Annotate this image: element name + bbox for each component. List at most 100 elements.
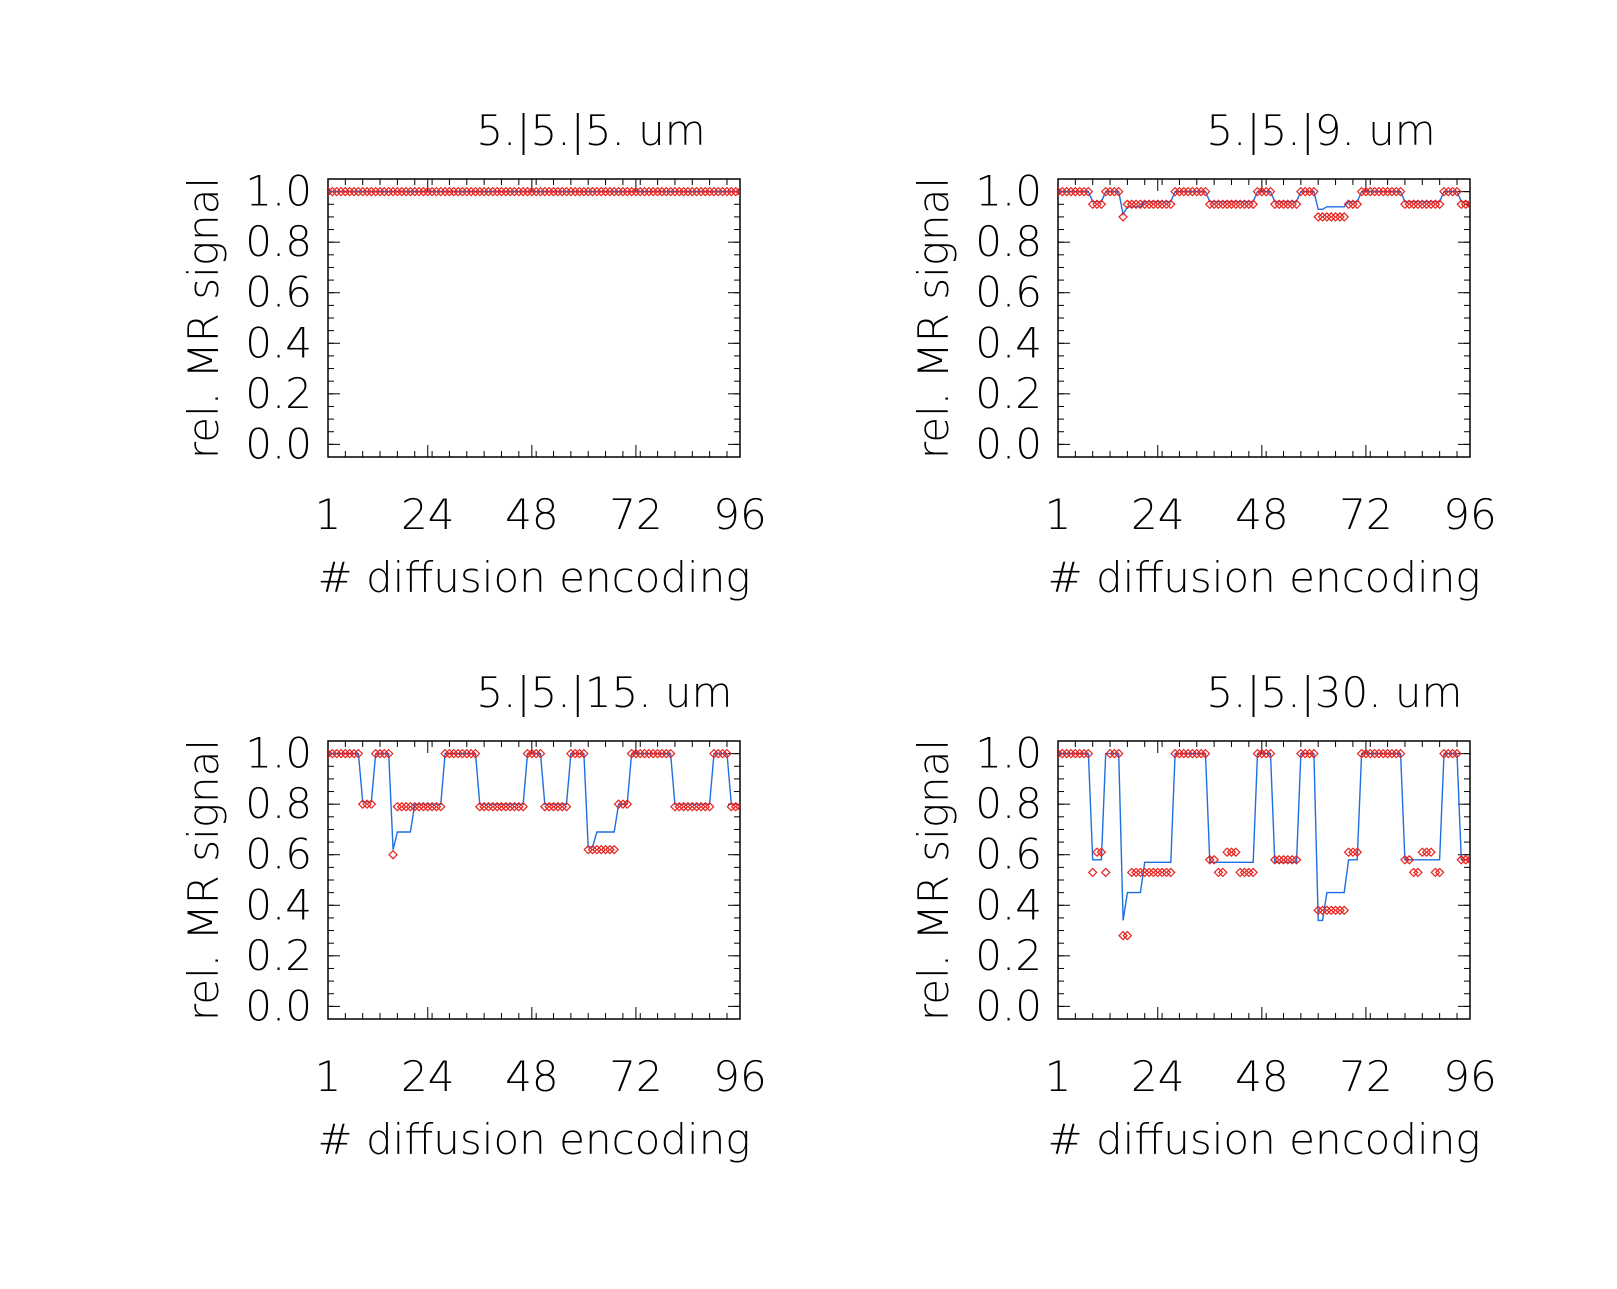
plot-area [328, 748, 740, 860]
ticks [327, 741, 741, 1019]
measured-point [1378, 748, 1389, 759]
measured-point [500, 801, 511, 812]
measured-point [531, 748, 542, 759]
measured-point [613, 799, 624, 810]
measured-point [574, 748, 585, 759]
measured-point [1256, 186, 1267, 197]
measured-point [670, 186, 680, 197]
x-tick-label: 1 [315, 1052, 342, 1101]
measured-point [1100, 186, 1111, 197]
ticks [1057, 179, 1471, 457]
ticks [327, 179, 741, 457]
y-tick-label: 0.6 [975, 268, 1042, 317]
measured-point [1161, 199, 1172, 210]
measured-point [605, 186, 615, 197]
y-tick-label: 0.0 [975, 419, 1042, 468]
measured-point [1317, 905, 1328, 916]
measured-point [631, 748, 641, 759]
measured-point [509, 801, 520, 812]
measured-point [717, 186, 728, 197]
measured-point [414, 186, 424, 197]
measured-point [357, 799, 368, 810]
measured-point [1287, 854, 1298, 865]
measured-point [683, 186, 693, 197]
subplot-title: 5.|5.|15. um [476, 668, 732, 717]
measured-point [1066, 186, 1076, 197]
measured-point [626, 186, 637, 197]
measured-point [1061, 186, 1072, 197]
measured-point [600, 844, 611, 855]
measured-point [1374, 748, 1384, 759]
measured-point [691, 801, 702, 812]
measured-point [487, 186, 498, 197]
measured-point [605, 844, 615, 855]
measured-point [1326, 212, 1337, 222]
measured-point [735, 801, 740, 812]
measured-point [444, 186, 455, 197]
measured-point [1343, 847, 1354, 858]
measured-point [1256, 748, 1267, 759]
y-tick-label: 1.0 [245, 729, 312, 778]
measured-point [418, 801, 429, 812]
measured-point [1165, 867, 1176, 878]
model-series-line [1058, 752, 1470, 922]
measured-point [1322, 905, 1332, 916]
measured-point [444, 748, 455, 759]
measured-point [422, 186, 433, 197]
measured-point [405, 801, 416, 812]
measured-point [1122, 930, 1133, 941]
measured-point [1274, 199, 1285, 210]
measured-point [561, 186, 572, 197]
y-tick-label: 0.6 [975, 830, 1042, 879]
measured-point [1278, 854, 1289, 865]
ticks [1057, 741, 1471, 1019]
measured-point [336, 748, 346, 759]
measured-point [1204, 199, 1215, 210]
measured-point [1170, 748, 1180, 759]
measured-point [665, 748, 676, 759]
x-tick-label: 96 [713, 490, 766, 539]
measured-point [505, 186, 515, 197]
measured-point [579, 748, 589, 759]
measured-point [1105, 748, 1115, 759]
plot-area [1058, 748, 1470, 941]
measured-point [1356, 186, 1367, 197]
measured-point [1265, 186, 1276, 197]
measured-point [1144, 867, 1154, 878]
measured-point [1200, 748, 1211, 759]
measured-point [1135, 199, 1146, 210]
measured-point [1369, 186, 1380, 197]
measured-point [1061, 748, 1072, 759]
measured-point [1365, 186, 1376, 197]
measured-point [1356, 748, 1367, 759]
measured-point [440, 186, 450, 197]
measured-point [709, 748, 719, 759]
measured-point [1447, 748, 1458, 759]
measured-point [461, 748, 472, 759]
measured-point [453, 186, 463, 197]
measured-point [396, 186, 407, 197]
measured-point [331, 748, 342, 759]
measured-point [1118, 212, 1128, 222]
measured-point [379, 186, 390, 197]
measured-point [570, 186, 581, 197]
measured-point [557, 186, 568, 197]
measured-point [1239, 867, 1250, 878]
measured-point [700, 801, 711, 812]
measured-point [470, 186, 481, 197]
measured-point [587, 844, 598, 855]
measured-point [1456, 199, 1467, 210]
measured-point [1439, 186, 1449, 197]
measured-point [622, 799, 633, 810]
measured-point [435, 186, 446, 197]
measured-point [644, 748, 654, 759]
measured-point [1413, 199, 1423, 210]
measured-point [418, 186, 429, 197]
x-tick-label: 72 [609, 490, 662, 539]
measured-point [574, 186, 585, 197]
measured-point [1395, 186, 1406, 197]
measured-point [1144, 199, 1154, 210]
measured-point [1304, 748, 1315, 759]
measured-point [1265, 748, 1276, 759]
measured-point [592, 186, 602, 197]
